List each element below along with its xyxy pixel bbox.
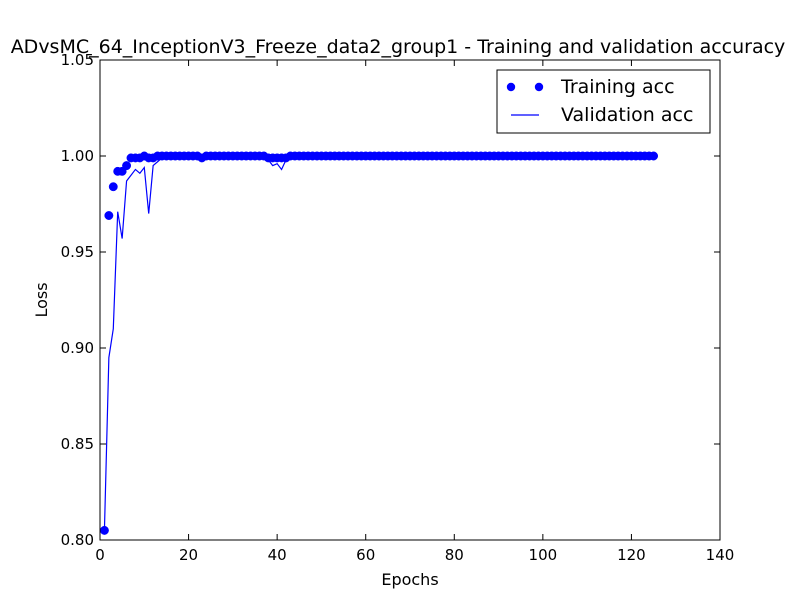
x-tick-label: 100 [529,546,558,564]
x-tick-label: 40 [268,546,287,564]
legend-marker-training-2 [534,82,544,92]
chart-title: ADvsMC_64_InceptionV3_Freeze_data2_group… [11,36,786,58]
legend-box [496,69,711,134]
y-tick-label: 1.05 [61,51,94,69]
x-tick-label: 0 [95,546,105,564]
x-tick-label: 80 [445,546,464,564]
legend: Training acc Validation acc [496,69,711,134]
legend-label-validation-acc: Validation acc [561,104,693,126]
training-acc-point [100,525,109,535]
training-acc-point [122,161,132,171]
x-tick-label: 20 [179,546,198,564]
training-acc-point [108,182,118,192]
x-axis-label: Epochs [381,570,438,589]
x-tick-label: 140 [706,546,735,564]
plot-frame [99,59,721,541]
legend-label-training-acc: Training acc [560,76,675,98]
x-tick-label: 120 [617,546,646,564]
legend-marker-training-1 [506,82,516,92]
y-tick-label: 1.00 [61,147,94,165]
y-tick-label: 0.80 [61,531,94,549]
y-tick-label: 0.90 [61,339,94,357]
y-axis-label: Loss [32,282,51,317]
training-acc-point [104,211,114,220]
y-tick-label: 0.95 [61,243,94,261]
x-tick-label: 60 [356,546,375,564]
plot-area: 0 20 40 60 80 100 120 140 0.80 0.85 0.90 0.95 1.00 1.… [61,51,735,564]
series-markers-training-acc [100,151,659,535]
series-line-validation-acc [103,155,654,531]
y-tick-label: 0.85 [61,435,94,453]
training-acc-point [649,151,659,161]
